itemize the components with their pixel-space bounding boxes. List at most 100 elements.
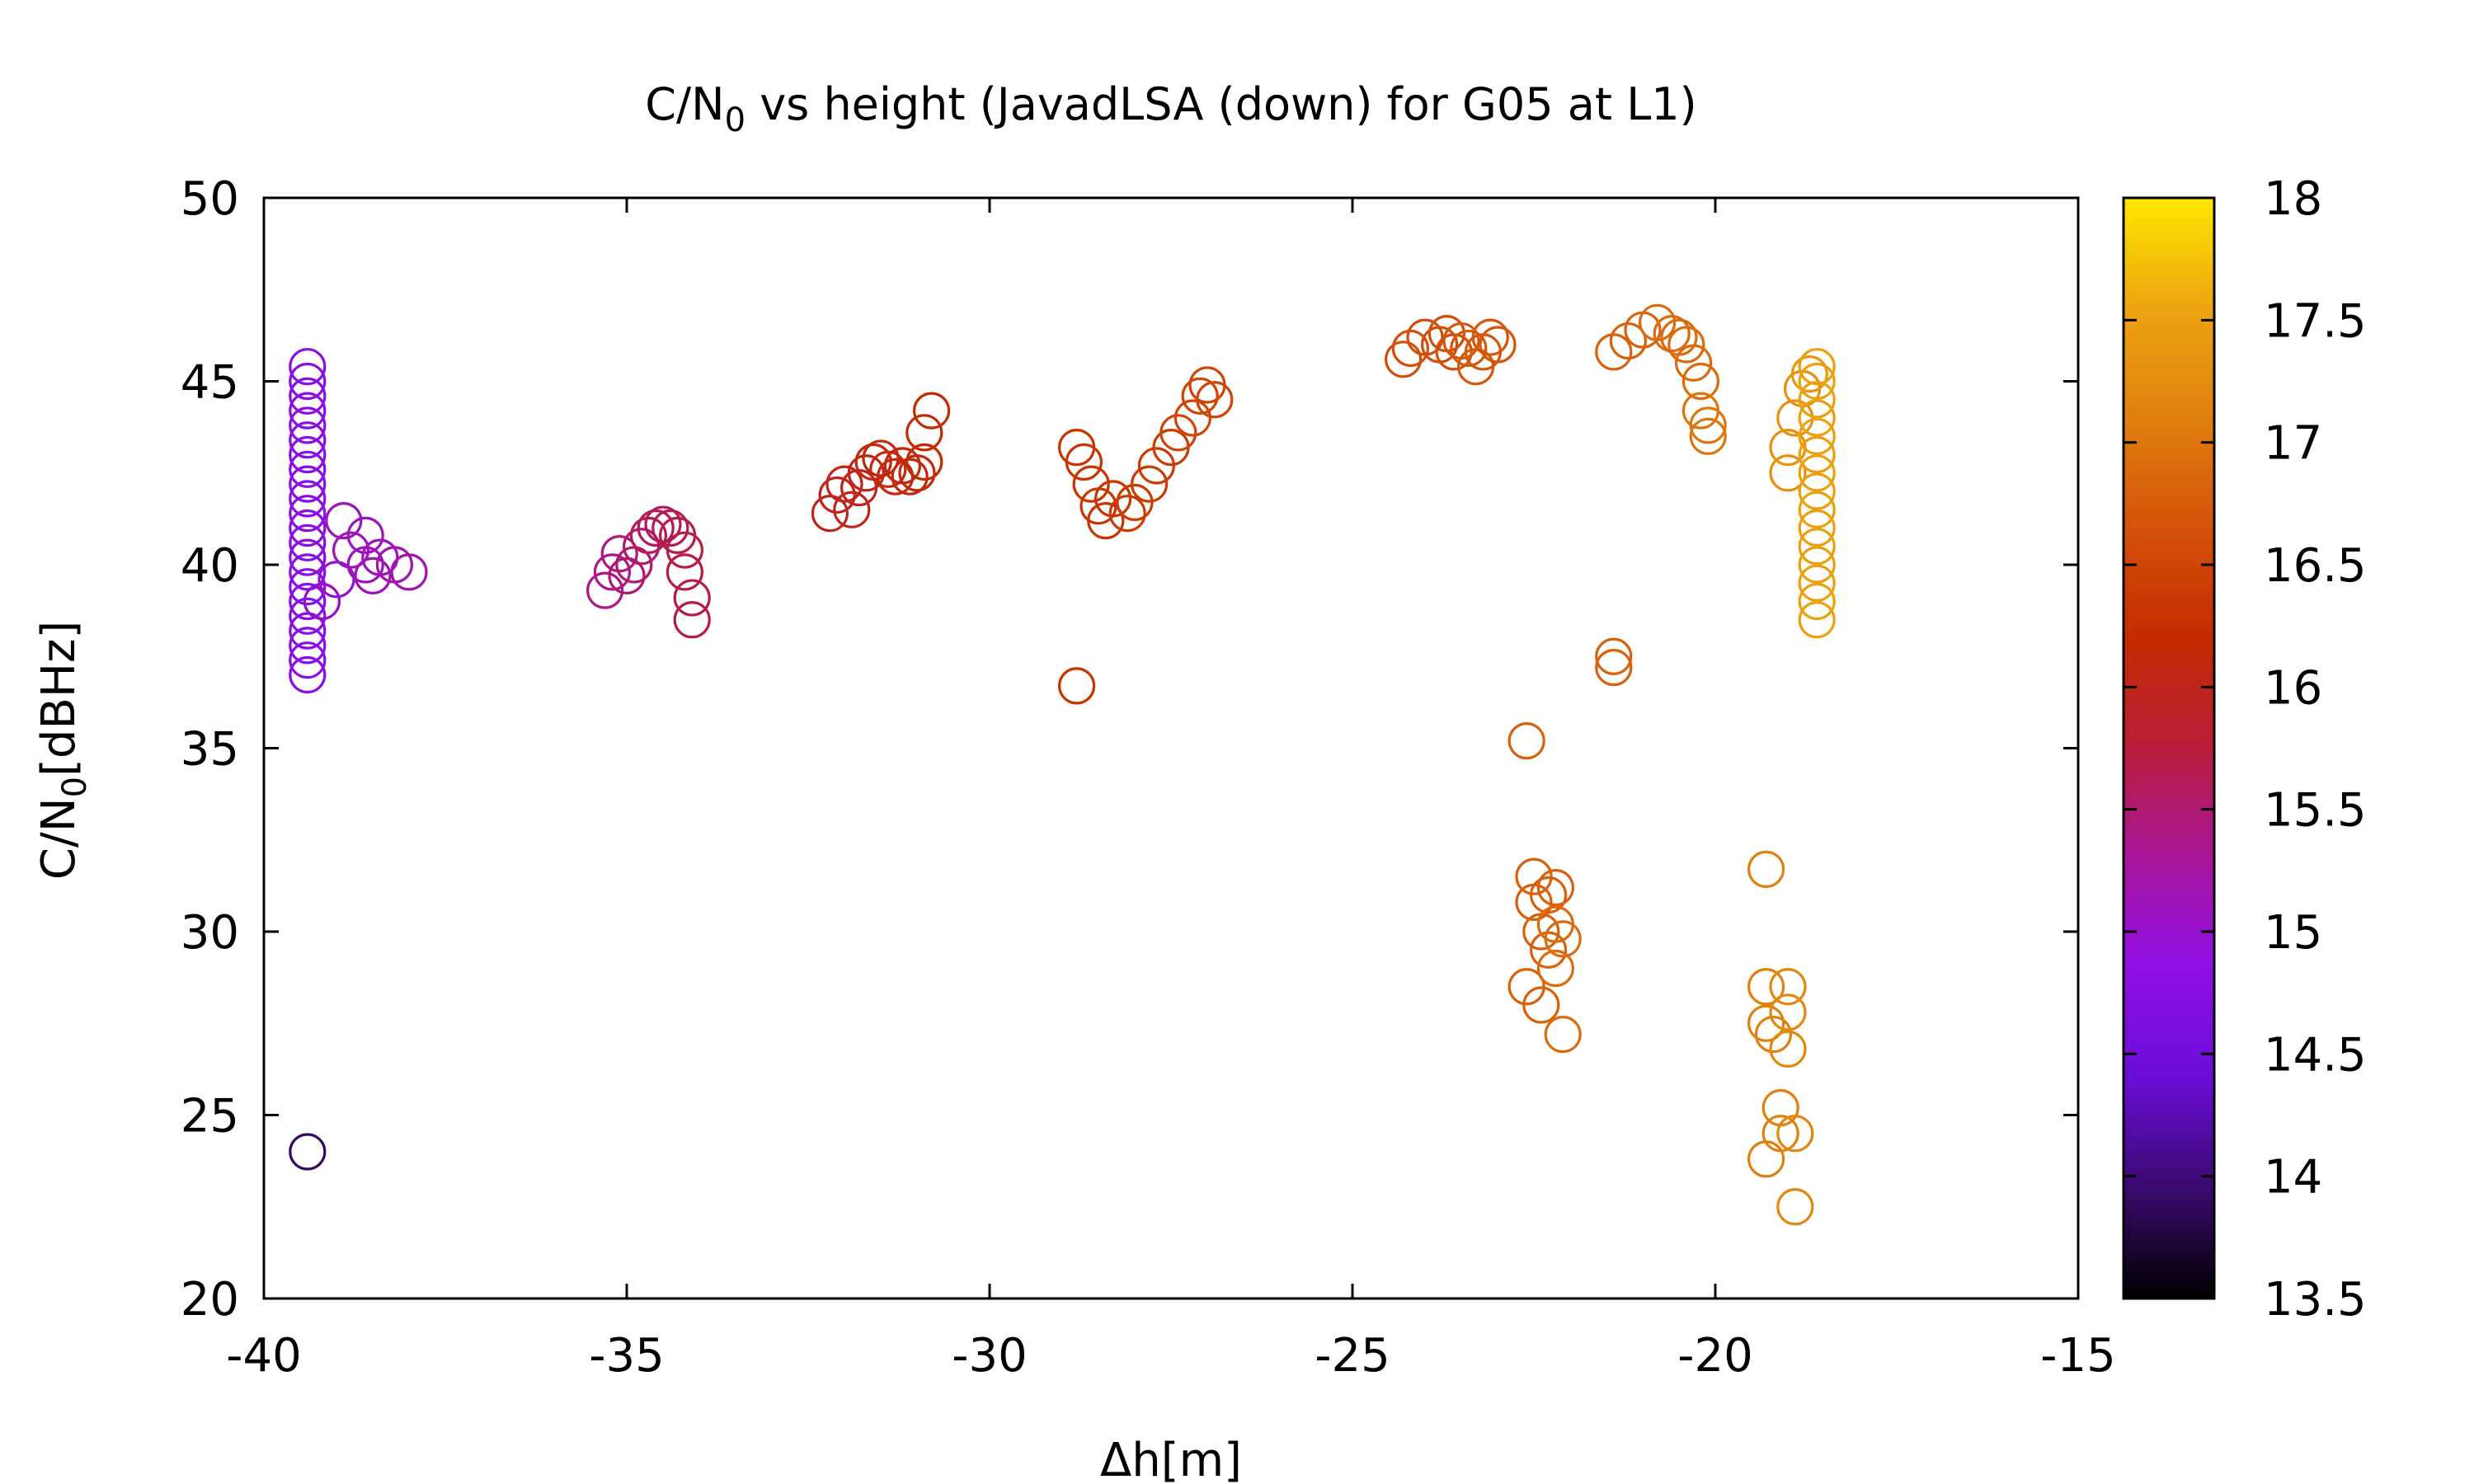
data-point bbox=[1754, 1015, 1792, 1054]
data-point bbox=[1798, 601, 1836, 639]
data-point bbox=[1159, 414, 1197, 452]
data-point bbox=[1798, 582, 1836, 621]
colorbar-tick-label: 17.5 bbox=[2264, 294, 2367, 348]
data-point bbox=[1798, 528, 1836, 566]
data-point bbox=[811, 495, 849, 533]
colorbar-ticks: 13.5 14 14.5 15 15.5 16 16.5 17 17.5 18 bbox=[2124, 172, 2367, 1327]
y-tick-label: 25 bbox=[181, 1090, 239, 1144]
data-point bbox=[332, 531, 370, 569]
data-point bbox=[1544, 920, 1582, 958]
y-tick-label: 45 bbox=[181, 356, 239, 410]
data-point bbox=[1529, 876, 1568, 914]
data-point bbox=[289, 641, 327, 679]
data-point bbox=[1798, 362, 1836, 401]
data-point bbox=[1798, 491, 1836, 528]
y-tick-label: 30 bbox=[181, 906, 239, 960]
data-point bbox=[1536, 868, 1575, 907]
data-point bbox=[1057, 667, 1096, 705]
data-point bbox=[1529, 931, 1568, 969]
y-axis-label: C/N0[dBHz] bbox=[32, 621, 94, 880]
data-point bbox=[1798, 435, 1836, 474]
data-point bbox=[289, 435, 327, 474]
data-point bbox=[346, 546, 384, 584]
data-point bbox=[289, 568, 327, 606]
data-point bbox=[289, 538, 327, 576]
data-point bbox=[289, 480, 327, 518]
data-point bbox=[1507, 721, 1545, 760]
data-point bbox=[1595, 637, 1633, 675]
colorbar-tick-label: 14 bbox=[2264, 1151, 2322, 1205]
data-point bbox=[1087, 501, 1125, 540]
colorbar-frame bbox=[2122, 196, 2216, 1300]
data-point bbox=[1450, 329, 1488, 368]
x-axis-label: Δh[m] bbox=[1100, 1434, 1242, 1484]
data-point bbox=[354, 556, 392, 594]
data-point bbox=[1522, 986, 1560, 1024]
y-tick-label: 40 bbox=[181, 539, 239, 593]
data-point bbox=[1769, 993, 1807, 1031]
x-tick-label: -35 bbox=[589, 1329, 664, 1383]
data-point bbox=[1196, 381, 1234, 419]
data-point bbox=[905, 443, 943, 481]
y-axis: 20 25 30 35 40 45 50 bbox=[181, 172, 2078, 1327]
data-point bbox=[289, 495, 327, 533]
data-point bbox=[1479, 326, 1517, 364]
data-point bbox=[833, 491, 871, 528]
data-point bbox=[1798, 417, 1836, 455]
data-point bbox=[1769, 1030, 1807, 1068]
data-point bbox=[644, 505, 682, 543]
data-point bbox=[325, 501, 363, 540]
data-point bbox=[1798, 348, 1836, 386]
colorbar-tick-label: 14.5 bbox=[2264, 1028, 2367, 1082]
data-point bbox=[1776, 1115, 1814, 1153]
data-point bbox=[1761, 1115, 1799, 1153]
data-point bbox=[666, 531, 704, 569]
data-point bbox=[1798, 472, 1836, 510]
data-point bbox=[289, 450, 327, 488]
data-point bbox=[1681, 362, 1719, 401]
data-point bbox=[289, 655, 327, 694]
data-point bbox=[1072, 465, 1110, 503]
data-point bbox=[847, 454, 886, 492]
colorbar-tick-label: 18 bbox=[2264, 172, 2322, 226]
data-point bbox=[1798, 454, 1836, 492]
y-tick-label: 50 bbox=[181, 172, 239, 226]
data-point bbox=[608, 556, 646, 594]
data-point bbox=[1065, 443, 1103, 481]
data-point bbox=[1130, 465, 1169, 503]
data-point bbox=[1747, 1140, 1785, 1178]
data-point bbox=[390, 553, 428, 591]
data-point bbox=[1471, 318, 1509, 356]
colorbar-tick-label: 17 bbox=[2264, 417, 2322, 471]
data-point bbox=[289, 392, 327, 430]
colorbar: 13.5 14 14.5 15 15.5 16 16.5 17 17.5 18 bbox=[2122, 172, 2367, 1327]
data-point bbox=[289, 524, 327, 561]
data-point bbox=[303, 582, 341, 621]
data-point bbox=[1108, 495, 1146, 533]
data-point bbox=[1798, 399, 1836, 437]
plot-frame bbox=[262, 196, 2080, 1300]
data-point bbox=[818, 476, 856, 514]
data-point bbox=[1391, 329, 1430, 368]
x-tick-label: -15 bbox=[2040, 1329, 2115, 1383]
data-point bbox=[1776, 399, 1814, 437]
x-tick-label: -30 bbox=[952, 1329, 1027, 1383]
data-point bbox=[289, 421, 327, 459]
data-point bbox=[289, 465, 327, 503]
x-tick-label: -20 bbox=[1677, 1329, 1752, 1383]
y-tick-label: 20 bbox=[181, 1273, 239, 1327]
data-point bbox=[876, 458, 915, 495]
data-point bbox=[1595, 648, 1633, 687]
data-point bbox=[1675, 344, 1713, 382]
colorbar-tick-label: 15.5 bbox=[2264, 784, 2367, 838]
data-point bbox=[593, 553, 632, 591]
data-point bbox=[1790, 355, 1828, 393]
data-point bbox=[1094, 480, 1132, 518]
data-point bbox=[1435, 333, 1473, 371]
colorbar-tick-label: 16 bbox=[2264, 661, 2322, 715]
data-point bbox=[629, 516, 668, 555]
data-point bbox=[289, 406, 327, 444]
data-point bbox=[289, 553, 327, 591]
data-point bbox=[637, 509, 675, 547]
